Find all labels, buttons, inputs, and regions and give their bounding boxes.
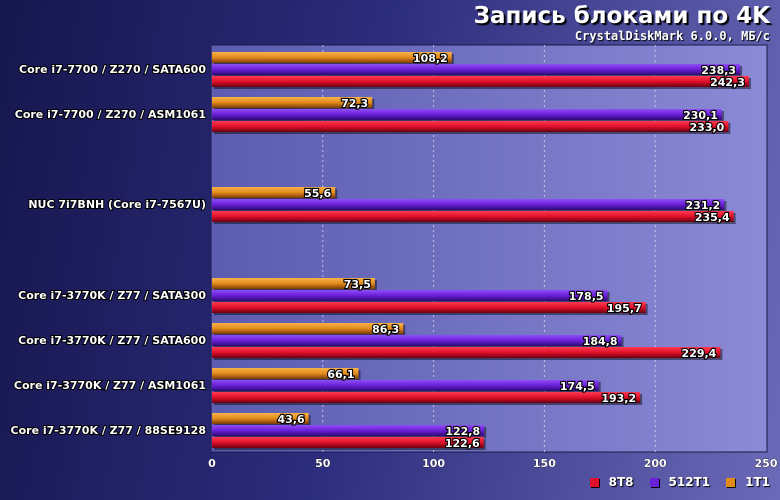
legend-label-1t1: 1T1 [745, 475, 770, 489]
bar-1t1 [212, 97, 373, 108]
value-label: 108,2 [413, 52, 448, 65]
legend-item-512t1: 512T1 [649, 475, 711, 489]
category-label: Core i7-3770K / Z77 / SATA600 [18, 334, 206, 347]
value-label: 231,2 [686, 199, 721, 212]
category-label: Core i7-3770K / Z77 / ASM1061 [14, 379, 206, 392]
bars [212, 52, 751, 450]
value-label: 178,5 [569, 290, 604, 303]
value-label: 122,6 [445, 437, 480, 450]
bar-1t1 [212, 368, 359, 379]
x-tick-label: 250 [755, 457, 778, 470]
bar-8t8 [212, 392, 641, 403]
category-label: Core i7-3770K / Z77 / SATA300 [18, 289, 206, 302]
value-label: 66,1 [327, 368, 354, 381]
bar-8t8 [212, 302, 646, 313]
value-label: 174,5 [560, 380, 595, 393]
x-tick-label: 100 [422, 457, 445, 470]
bar-512t1 [212, 380, 599, 391]
bar-512t1 [212, 199, 725, 210]
legend-item-8t8: 8T8 [589, 475, 634, 489]
category-label: Core i7-7700 / Z270 / SATA600 [19, 63, 206, 76]
bar-1t1 [212, 52, 452, 63]
bar-512t1 [212, 109, 722, 120]
value-label: 229,4 [682, 347, 717, 360]
bar-1t1 [212, 323, 404, 334]
value-label: 235,4 [695, 211, 730, 224]
value-label: 122,8 [445, 425, 480, 438]
bar-1t1 [212, 413, 309, 424]
chart-title: Запись блоками по 4K [473, 3, 770, 29]
bar-512t1 [212, 290, 608, 301]
bar-1t1 [212, 187, 336, 198]
bar-512t1 [212, 335, 622, 346]
value-label: 55,6 [304, 187, 331, 200]
x-tick-label: 0 [208, 457, 216, 470]
legend-label-8t8: 8T8 [608, 475, 634, 489]
category-label: NUC 7i7BNH (Core i7-7567U) [28, 198, 206, 211]
value-label: 73,5 [344, 278, 371, 291]
value-label: 242,3 [710, 76, 745, 89]
bar-8t8 [212, 437, 484, 448]
value-label: 184,8 [583, 335, 618, 348]
legend-swatch-8t8 [589, 477, 599, 487]
legend: 8T8 512T1 1T1 [574, 473, 770, 491]
x-tick-label: 150 [533, 457, 556, 470]
legend-label-512t1: 512T1 [668, 475, 711, 489]
chart-subtitle: CrystalDiskMark 6.0.0, МБ/с [574, 29, 770, 43]
bar-8t8 [212, 211, 734, 222]
value-label: 193,2 [601, 392, 636, 405]
bar-512t1 [212, 425, 485, 436]
x-tick-label: 50 [315, 457, 331, 470]
x-tick-label: 200 [644, 457, 667, 470]
category-label: Core i7-7700 / Z270 / ASM1061 [15, 108, 206, 121]
bar-8t8 [212, 121, 729, 132]
value-label: 233,0 [690, 121, 725, 134]
value-label: 72,3 [341, 97, 368, 110]
bar-1t1 [212, 278, 375, 289]
value-label: 43,6 [277, 413, 304, 426]
legend-swatch-512t1 [649, 477, 659, 487]
legend-swatch-1t1 [726, 477, 736, 487]
category-label: Core i7-3770K / Z77 / 88SE9128 [11, 424, 206, 437]
bar-8t8 [212, 76, 749, 87]
value-label: 86,3 [372, 323, 399, 336]
value-label: 230,1 [683, 109, 718, 122]
value-label: 195,7 [607, 302, 642, 315]
bar-512t1 [212, 64, 741, 75]
bar-8t8 [212, 347, 721, 358]
legend-item-1t1: 1T1 [726, 475, 770, 489]
value-label: 238,3 [701, 64, 736, 77]
